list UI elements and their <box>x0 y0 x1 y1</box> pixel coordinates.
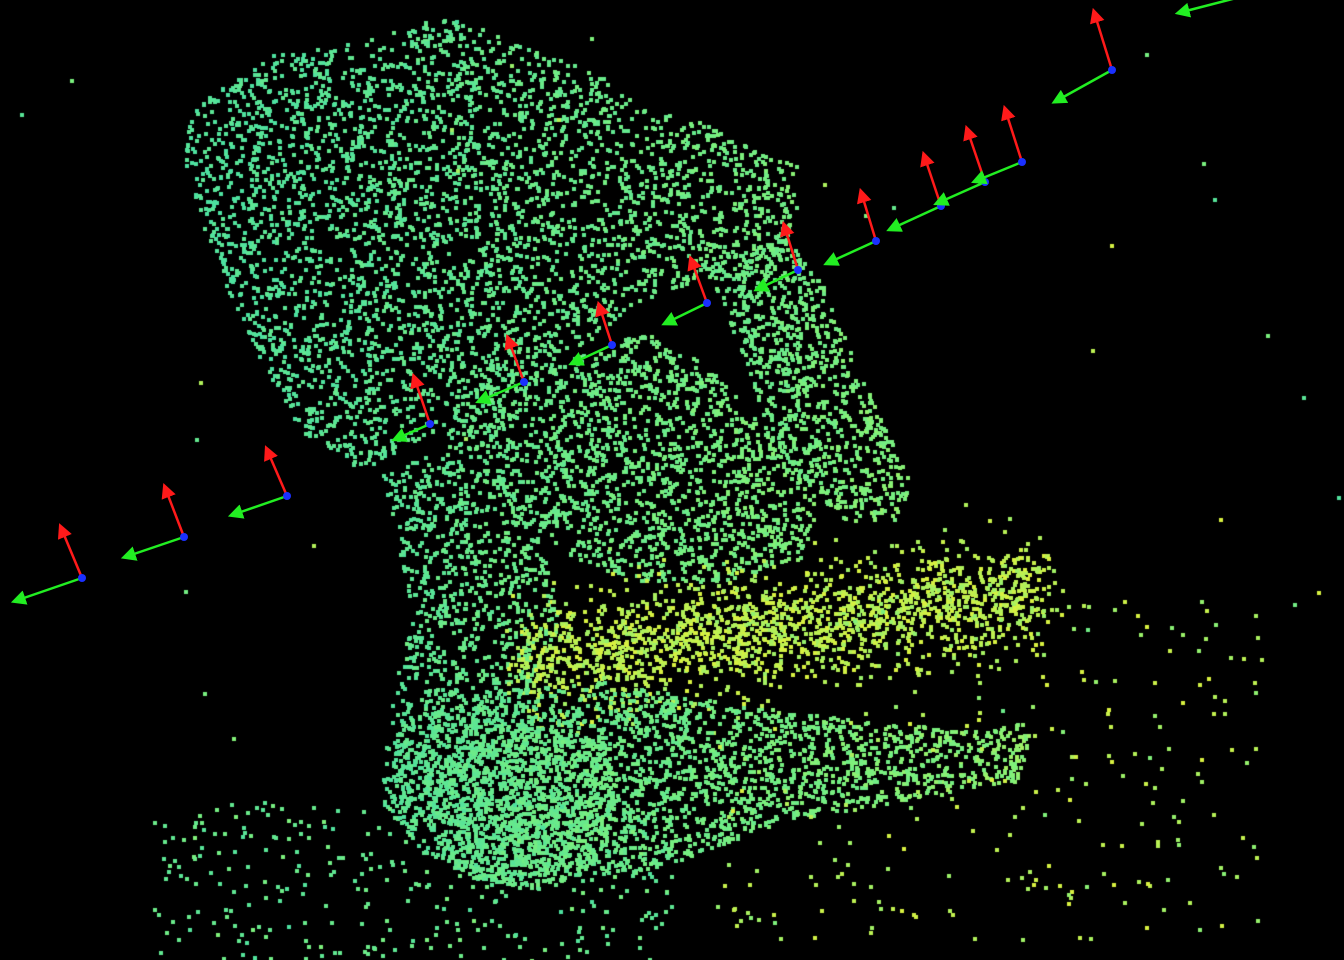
3d-viewport[interactable] <box>0 0 1344 960</box>
point-cloud[interactable] <box>0 0 1344 960</box>
